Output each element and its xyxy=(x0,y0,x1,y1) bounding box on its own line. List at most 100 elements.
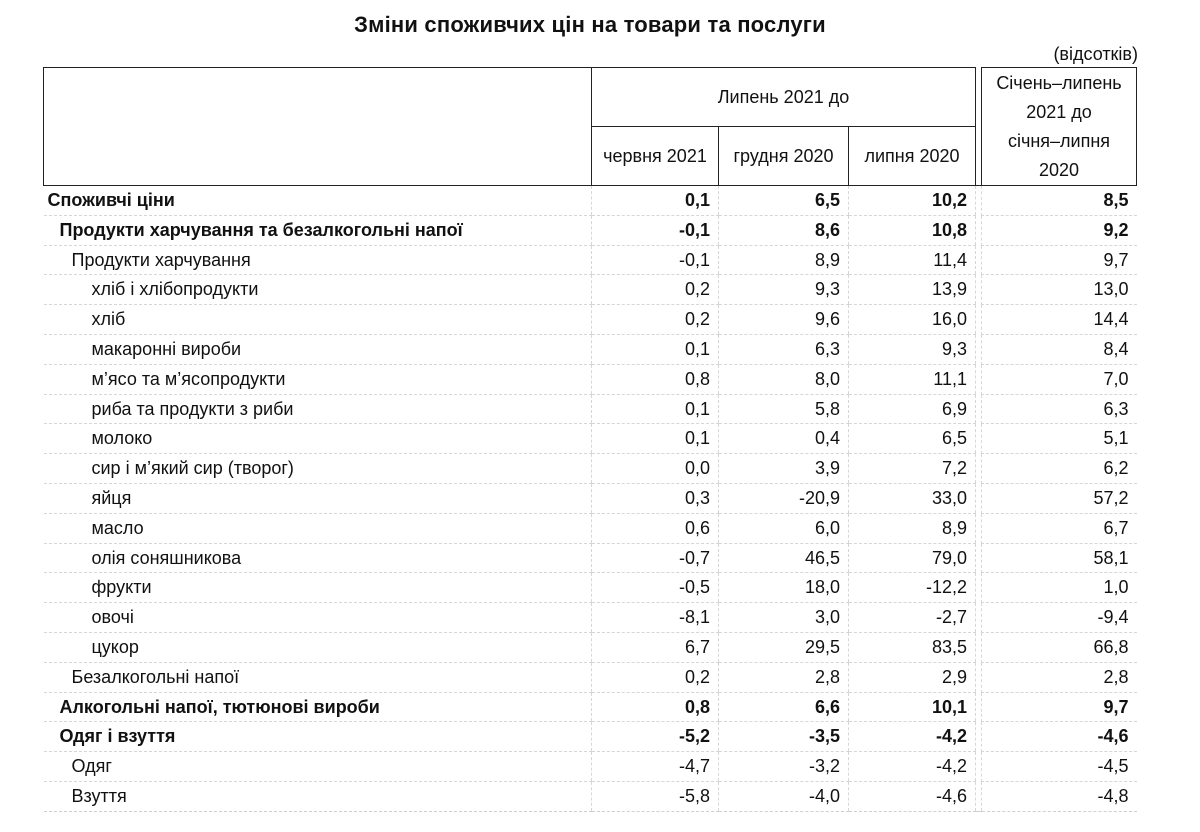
value-jan-jul: 14,4 xyxy=(981,304,1137,335)
value-july-2020: -4,6 xyxy=(848,781,976,812)
value-dec-2020: 9,6 xyxy=(718,304,849,335)
value-july-2020: 16,0 xyxy=(848,304,976,335)
row-label: Споживчі ціни xyxy=(43,185,592,216)
row-label: Продукти харчування та безалкогольні нап… xyxy=(43,215,592,246)
value-dec-2020: 6,3 xyxy=(718,334,849,365)
value-dec-2020: 3,9 xyxy=(718,453,849,484)
value-jan-jul: 1,0 xyxy=(981,572,1137,604)
unit-label: (відсотків) xyxy=(1053,44,1138,64)
row-label: хліб xyxy=(43,304,592,335)
table-row: Взуття -5,8 -4,0 -4,6 -4,8 xyxy=(43,781,1137,812)
header-jan-jul-line4: 2020 xyxy=(1038,159,1080,180)
value-june-2021: 0,0 xyxy=(591,453,719,484)
value-june-2021: -0,5 xyxy=(591,572,719,604)
value-dec-2020: 9,3 xyxy=(718,274,849,306)
value-july-2020: 11,1 xyxy=(848,364,976,395)
header-june-2021: червня 2021 xyxy=(591,126,719,186)
value-jan-jul: 58,1 xyxy=(981,543,1137,574)
table-row: цукор 6,7 29,5 83,5 66,8 xyxy=(43,632,1137,663)
value-june-2021: 0,1 xyxy=(591,394,719,425)
row-label: Одяг xyxy=(43,751,592,782)
value-jan-jul: 6,2 xyxy=(981,453,1137,484)
value-jan-jul: 9,7 xyxy=(981,692,1137,723)
value-dec-2020: -3,2 xyxy=(718,751,849,782)
value-june-2021: -8,1 xyxy=(591,602,719,633)
value-dec-2020: 46,5 xyxy=(718,543,849,574)
row-label: хліб і хлібопродукти xyxy=(43,274,592,306)
value-jan-jul: 66,8 xyxy=(981,632,1137,663)
gap-cell xyxy=(975,781,982,812)
table-row: сир і м’який сир (творог) 0,0 3,9 7,2 6,2 xyxy=(43,453,1137,484)
value-jan-jul: 9,7 xyxy=(981,245,1137,276)
row-label: цукор xyxy=(43,632,592,663)
value-jan-jul: 6,3 xyxy=(981,394,1137,425)
value-dec-2020: 6,0 xyxy=(718,513,849,544)
header-dec-2020: грудня 2020 xyxy=(718,126,849,186)
table-body: Споживчі ціни 0,1 6,5 10,2 8,5 Продукти харчу… xyxy=(43,185,1137,812)
value-dec-2020: 8,0 xyxy=(718,364,849,395)
table-row: Одяг і взуття -5,2 -3,5 -4,2 -4,6 xyxy=(43,721,1137,753)
gap-cell xyxy=(975,394,982,424)
header-jan-jul-line1: Січень–липень xyxy=(996,72,1122,93)
value-july-2020: -4,2 xyxy=(848,721,976,753)
value-july-2020: -12,2 xyxy=(848,572,976,604)
gap-cell xyxy=(975,721,982,752)
row-label: овочі xyxy=(43,602,592,633)
gap-cell xyxy=(975,245,982,275)
value-june-2021: 6,7 xyxy=(591,632,719,663)
value-july-2020: 7,2 xyxy=(848,453,976,484)
row-label: Алкогольні напої, тютюнові вироби xyxy=(43,692,592,723)
row-label: фрукти xyxy=(43,572,592,604)
value-june-2021: -4,7 xyxy=(591,751,719,782)
gap-cell xyxy=(975,513,982,544)
row-label: риба та продукти з риби xyxy=(43,394,592,425)
gap-cell xyxy=(975,364,982,395)
header-jan-jul: Січень–липень 2021 до січня–липня 2020 xyxy=(981,67,1137,186)
value-dec-2020: -20,9 xyxy=(718,483,849,514)
gap-cell xyxy=(975,662,982,693)
value-july-2020: 6,9 xyxy=(848,394,976,425)
page-title: Зміни споживчих цін на товари та послуги xyxy=(354,12,826,37)
value-june-2021: 0,1 xyxy=(591,185,719,216)
row-label: олія соняшникова xyxy=(43,543,592,574)
value-jan-jul: 8,5 xyxy=(981,185,1137,216)
value-july-2020: 6,5 xyxy=(848,423,976,455)
value-june-2021: -5,8 xyxy=(591,781,719,812)
table-row: фрукти -0,5 18,0 -12,2 1,0 xyxy=(43,572,1137,604)
gap-cell xyxy=(975,483,982,514)
value-jan-jul: -4,5 xyxy=(981,751,1137,782)
table-row: Безалкогольні напої 0,2 2,8 2,9 2,8 xyxy=(43,662,1137,693)
gap-cell xyxy=(975,304,982,335)
table-row: Продукти харчування -0,1 8,9 11,4 9,7 xyxy=(43,245,1137,276)
table-row: масло 0,6 6,0 8,9 6,7 xyxy=(43,513,1137,544)
row-label: молоко xyxy=(43,423,592,455)
table-row: Алкогольні напої, тютюнові вироби 0,8 6,6 1… xyxy=(43,692,1137,723)
value-june-2021: 0,8 xyxy=(591,364,719,395)
row-label: масло xyxy=(43,513,592,544)
table-row: Споживчі ціни 0,1 6,5 10,2 8,5 xyxy=(43,185,1137,216)
value-dec-2020: 3,0 xyxy=(718,602,849,633)
table-row: макаронні вироби 0,1 6,3 9,3 8,4 xyxy=(43,334,1137,365)
gap-cell xyxy=(975,572,982,603)
value-june-2021: 0,2 xyxy=(591,662,719,693)
gap-cell xyxy=(975,334,982,365)
value-june-2021: 0,1 xyxy=(591,334,719,365)
table-row: Продукти харчування та безалкогольні нап… xyxy=(43,215,1137,246)
value-dec-2020: 0,4 xyxy=(718,423,849,455)
value-june-2021: 0,3 xyxy=(591,483,719,514)
header-july-2020: липня 2020 xyxy=(848,126,976,186)
gap-cell xyxy=(975,423,982,454)
row-label: м’ясо та м’ясопродукти xyxy=(43,364,592,395)
gap-cell xyxy=(975,632,982,663)
price-changes-table: Липень 2021 до Січень–липень 2021 до січ… xyxy=(43,67,1137,812)
value-jan-jul: 5,1 xyxy=(981,423,1137,455)
value-july-2020: -2,7 xyxy=(848,602,976,633)
table-row: хліб і хлібопродукти 0,2 9,3 13,9 13,0 xyxy=(43,274,1137,306)
row-label: Взуття xyxy=(43,781,592,812)
value-july-2020: -4,2 xyxy=(848,751,976,782)
gap-cell xyxy=(975,751,982,782)
table-row: олія соняшникова -0,7 46,5 79,0 58,1 xyxy=(43,543,1137,574)
value-dec-2020: 5,8 xyxy=(718,394,849,425)
value-june-2021: 0,6 xyxy=(591,513,719,544)
value-june-2021: 0,2 xyxy=(591,274,719,306)
